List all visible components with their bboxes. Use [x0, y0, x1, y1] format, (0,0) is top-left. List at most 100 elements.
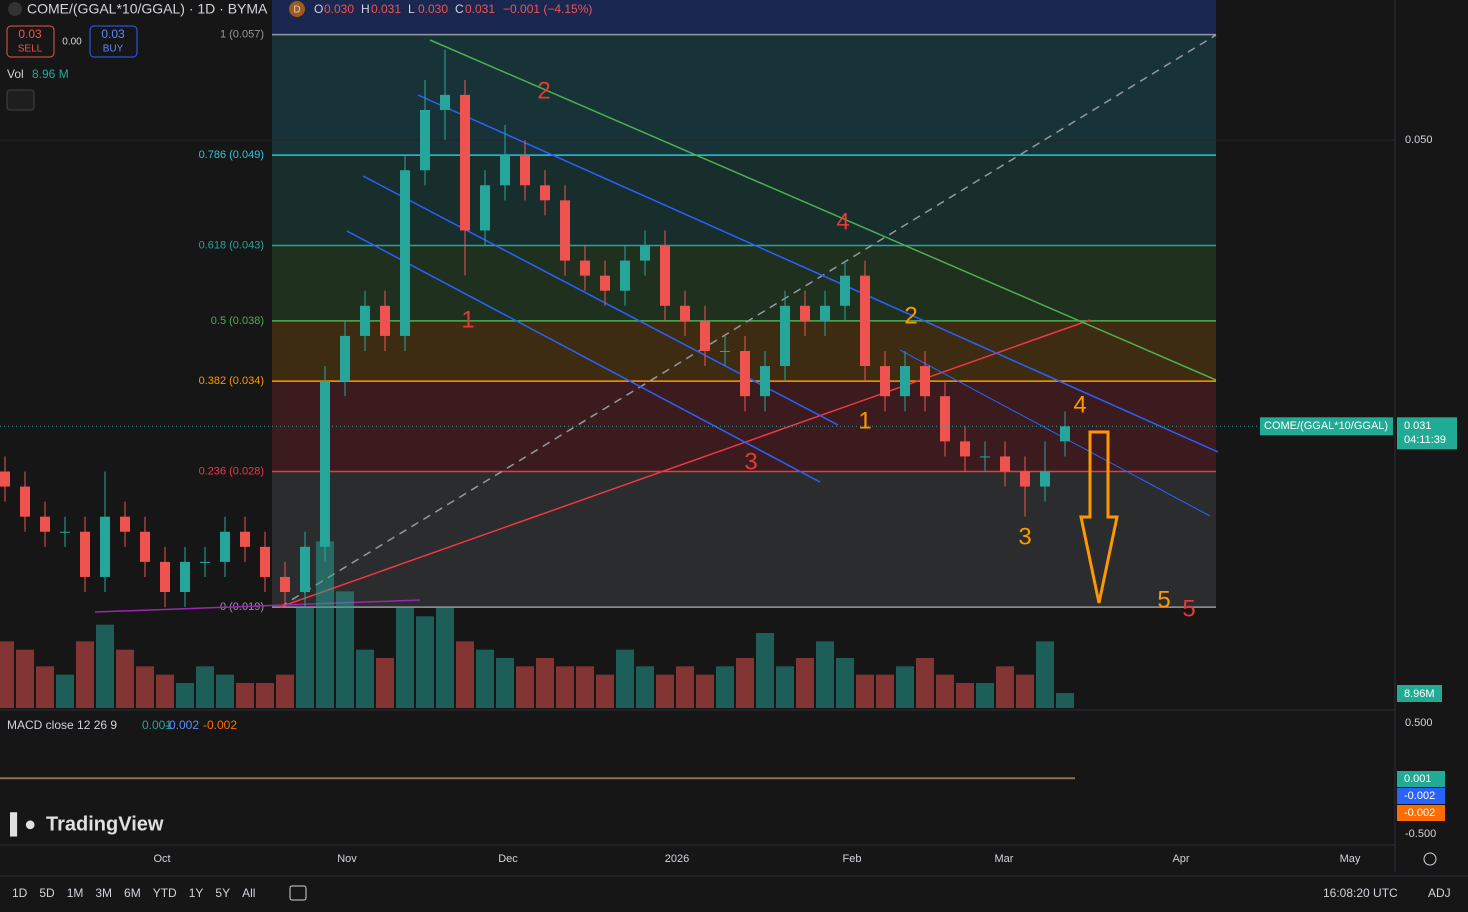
- symbol-tag: [1260, 417, 1393, 436]
- collapse-button[interactable]: [6, 89, 35, 111]
- volume-bar: [876, 674, 894, 708]
- candle-body: [100, 516, 110, 577]
- volume-bar: [936, 674, 954, 708]
- timeframe-button[interactable]: YTD: [153, 886, 177, 900]
- volume-bar: [196, 666, 214, 708]
- volume-bar: [956, 683, 974, 708]
- macd-tag-text: 0.001: [1404, 773, 1432, 785]
- candle-body: [940, 396, 950, 442]
- candle-body: [1020, 471, 1030, 487]
- channel-bottom: [346, 230, 821, 483]
- timeframe-button[interactable]: 1D: [12, 886, 28, 900]
- candle-body: [680, 305, 690, 321]
- candle-body: [1060, 426, 1070, 442]
- timeframe-button[interactable]: 6M: [124, 886, 141, 900]
- wave-label: 4: [1073, 391, 1086, 418]
- wave-label: 3: [744, 448, 757, 475]
- volume-bar: [216, 674, 234, 708]
- candle-body: [860, 275, 870, 367]
- wave-label: 1: [461, 306, 474, 333]
- ohlc-value: 0.030: [324, 2, 354, 16]
- volume-bar: [796, 658, 814, 708]
- timeframe-button[interactable]: 1Y: [189, 886, 204, 900]
- volume-bar: [436, 608, 454, 708]
- candle-body: [660, 245, 670, 306]
- badge: [289, 1, 305, 17]
- x-tick-label: May: [1340, 853, 1361, 865]
- candle-body: [500, 155, 510, 186]
- volume-bar: [416, 616, 434, 708]
- volume-bar: [296, 608, 314, 708]
- channel-extension: [899, 349, 1211, 517]
- candle-body: [460, 94, 470, 231]
- ohlc-key: C: [455, 2, 464, 16]
- candle-body: [400, 170, 410, 336]
- macd-tag-text: -0.002: [1404, 807, 1435, 819]
- fib-band: [272, 245, 1216, 321]
- settings-icon[interactable]: [1423, 852, 1437, 866]
- sell-button[interactable]: [6, 25, 55, 58]
- timeframe-button[interactable]: 5Y: [215, 886, 230, 900]
- candle-body: [440, 94, 450, 110]
- timeframe-button[interactable]: All: [242, 886, 255, 900]
- price-tag: [1397, 417, 1457, 450]
- y-tick-label: 0.050: [1405, 134, 1433, 146]
- volume-bar: [456, 641, 474, 708]
- volume-bar: [1016, 674, 1034, 708]
- red-trendline: [279, 319, 1091, 608]
- fib-band: [272, 471, 1216, 608]
- candle-body: [160, 561, 170, 593]
- timeframe-button[interactable]: 3M: [95, 886, 112, 900]
- candle-body: [700, 320, 710, 351]
- vol-value: 8.96 M: [32, 67, 69, 81]
- volume-bar: [836, 658, 854, 708]
- volume-bar: [276, 674, 294, 708]
- purple-line: [94, 599, 421, 613]
- candle-body: [420, 109, 430, 171]
- wave-label: 5: [1182, 595, 1195, 622]
- candle-body: [80, 531, 90, 577]
- candle-body: [220, 531, 230, 562]
- ohlc-value: 0.031: [465, 2, 495, 16]
- candles: [0, 49, 1070, 608]
- ui: COME/(GGAL*10/GGAL) · 1D · BYMA D O 0.030 H 0…: [0, 1, 1457, 901]
- badge-text: D: [293, 5, 300, 16]
- price-tag-price: 0.031: [1404, 420, 1432, 432]
- fib-label: 0.382 (0.034): [199, 375, 264, 387]
- volume-bar: [896, 666, 914, 708]
- timeframe-button[interactable]: 1M: [67, 886, 84, 900]
- fib-band: [272, 34, 1216, 156]
- volume-bar: [776, 666, 794, 708]
- volume-bar: [176, 683, 194, 708]
- wave-label: 2: [537, 77, 550, 104]
- buy-button[interactable]: [89, 25, 138, 58]
- ohlc-value: 0.030: [418, 2, 448, 16]
- buy-label: BUY: [103, 44, 124, 55]
- compare-icon[interactable]: [289, 885, 307, 901]
- candle-body: [0, 471, 10, 487]
- logo: TradingView: [46, 813, 164, 835]
- volume-bar: [76, 641, 94, 708]
- volume-bar: [616, 649, 634, 708]
- volume-bar: [56, 674, 74, 708]
- macd-tag: [1397, 788, 1445, 804]
- volume-bar: [236, 683, 254, 708]
- volume-tag-text: 8.96M: [1404, 688, 1435, 700]
- candle-body: [880, 366, 890, 397]
- candle-body: [480, 185, 490, 231]
- candle-body: [560, 200, 570, 261]
- fib-label: 0.5 (0.038): [211, 315, 264, 327]
- fib-label: 1 (0.057): [220, 29, 264, 41]
- macd-value: -0.002: [203, 718, 237, 732]
- logo-mark: ▌●: [10, 811, 36, 837]
- candle-body: [520, 155, 530, 186]
- timeframe-button[interactable]: 5D: [39, 886, 55, 900]
- volume-bar: [356, 649, 374, 708]
- drawings: [94, 34, 1219, 613]
- candle-body: [920, 366, 930, 397]
- adj-button[interactable]: ADJ: [1428, 886, 1451, 900]
- candle-body: [20, 486, 30, 517]
- volume-bar: [376, 658, 394, 708]
- down-arrow: [1079, 430, 1119, 604]
